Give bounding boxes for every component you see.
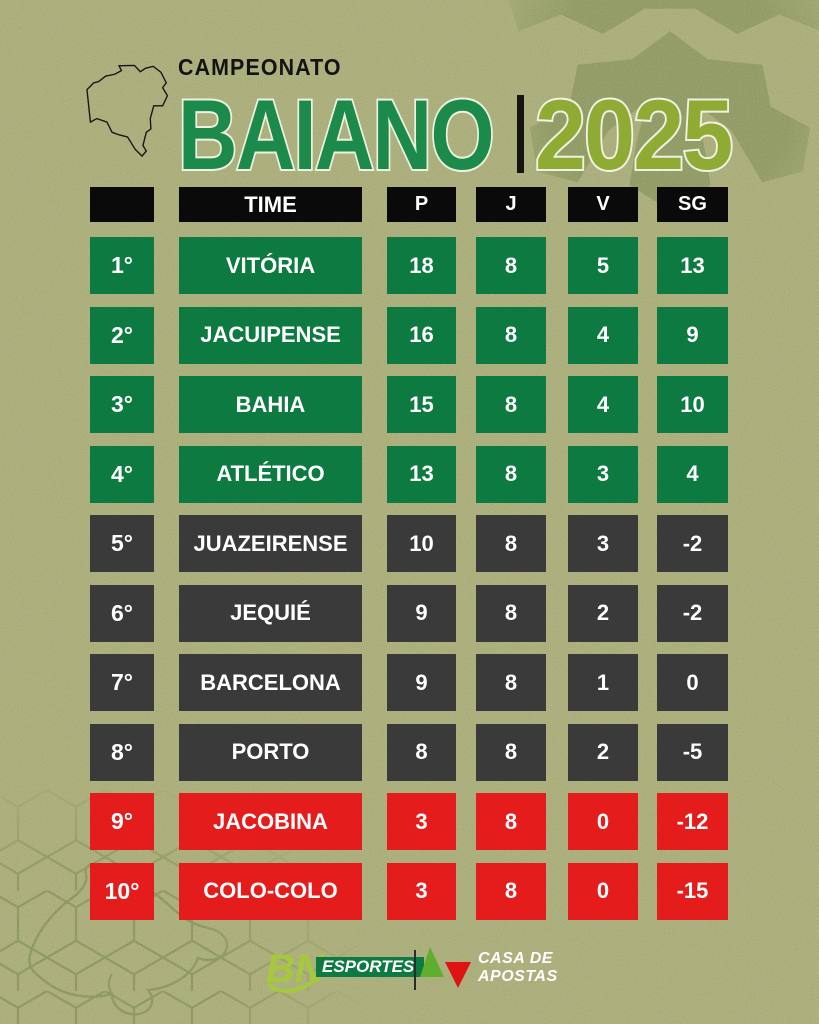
svg-text:APOSTAS: APOSTAS [477,968,558,985]
svg-text:ESPORTES: ESPORTES [322,957,415,976]
svg-text:CASA DE: CASA DE [478,950,554,967]
